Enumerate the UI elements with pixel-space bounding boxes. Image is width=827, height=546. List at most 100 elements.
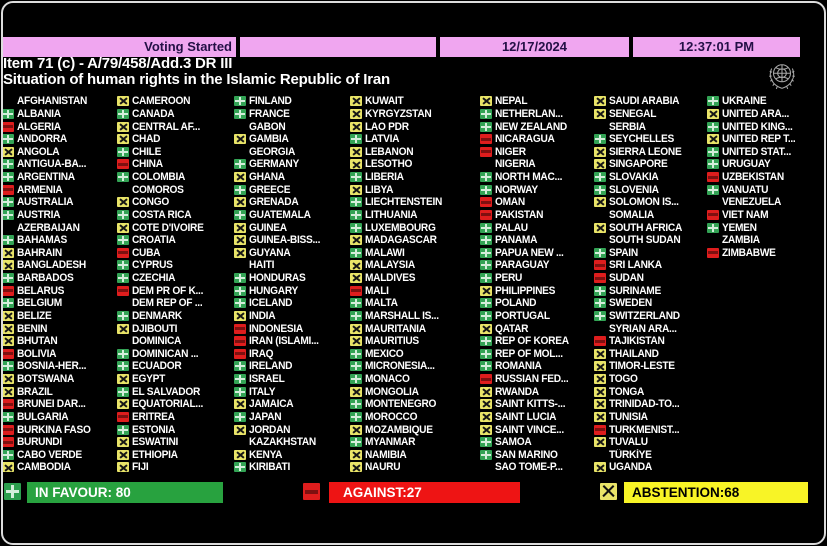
country-row: ZIMBABWE — [707, 247, 825, 260]
country-row: TOGO — [594, 373, 707, 386]
country-name: GERMANY — [249, 158, 299, 171]
against-legend-icon — [303, 483, 320, 500]
country-name: LESOTHO — [365, 158, 413, 171]
vote-absent-placeholder — [234, 147, 246, 157]
country-name: MARSHALL IS... — [365, 309, 439, 322]
country-name: ERITREA — [132, 410, 175, 423]
vote-abstention-icon — [350, 462, 362, 473]
country-row: CAMBODIA — [2, 461, 117, 474]
country-row: PORTUGAL — [480, 310, 594, 323]
country-row: NIGER — [480, 146, 594, 159]
country-name: SWITZERLAND — [609, 309, 680, 322]
country-name: ECUADOR — [132, 360, 182, 373]
country-row: MICRONESIA... — [350, 360, 480, 373]
abstention-total: ABSTENTION:68 — [624, 482, 808, 503]
vote-abstention-icon — [594, 462, 606, 473]
country-row: IRELAND — [234, 360, 350, 373]
country-row: JORDAN — [234, 423, 350, 436]
country-name: SRI LANKA — [609, 259, 662, 272]
country-name: BELARUS — [17, 284, 65, 297]
country-name: TURKMENIST... — [609, 423, 680, 436]
country-name: POLAND — [495, 297, 537, 310]
country-name: URUGUAY — [722, 158, 771, 171]
country-row: JAPAN — [234, 411, 350, 424]
country-row: TONGA — [594, 385, 707, 398]
country-row: BANGLADESH — [2, 259, 117, 272]
country-row: LIECHTENSTEIN — [350, 196, 480, 209]
country-row: ARGENTINA — [2, 171, 117, 184]
vote-absent-placeholder — [480, 462, 492, 472]
vote-in-favour-icon — [350, 374, 362, 385]
vote-against-icon — [707, 209, 719, 220]
country-name: NIGER — [495, 145, 526, 158]
country-name: MAURITIUS — [365, 335, 419, 348]
vote-in-favour-icon — [2, 361, 14, 372]
country-row: ISRAEL — [234, 373, 350, 386]
country-name: KIRIBATI — [249, 461, 291, 474]
country-row: NICARAGUA — [480, 133, 594, 146]
country-row: AUSTRIA — [2, 209, 117, 222]
vote-against-icon — [480, 146, 492, 157]
country-row: PHILIPPINES — [480, 284, 594, 297]
country-row: EGYPT — [117, 373, 234, 386]
country-row: COSTA RICA — [117, 209, 234, 222]
country-name: LUXEMBOURG — [365, 221, 436, 234]
vote-in-favour-icon — [2, 209, 14, 220]
country-name: COSTA RICA — [132, 208, 192, 221]
country-name: BAHRAIN — [17, 246, 62, 259]
country-row: SAUDI ARABIA — [594, 95, 707, 108]
vote-against-icon — [707, 172, 719, 183]
country-row: GHANA — [234, 171, 350, 184]
country-row: ANGOLA — [2, 146, 117, 159]
country-name: ISRAEL — [249, 373, 285, 386]
country-row: EQUATORIAL... — [117, 398, 234, 411]
country-row: LIBERIA — [350, 171, 480, 184]
country-name: SERBIA — [609, 120, 646, 133]
vote-in-favour-icon — [350, 348, 362, 359]
vote-in-favour-icon — [350, 310, 362, 321]
country-name: AFGHANISTAN — [17, 95, 88, 108]
country-row: SWEDEN — [594, 297, 707, 310]
vote-abstention-icon — [234, 172, 246, 183]
country-row: BRAZIL — [2, 385, 117, 398]
country-row: FIJI — [117, 461, 234, 474]
vote-in-favour-icon — [234, 96, 246, 107]
country-row: CYPRUS — [117, 259, 234, 272]
vote-in-favour-icon — [480, 235, 492, 246]
vote-in-favour-icon — [350, 437, 362, 448]
country-name: EL SALVADOR — [132, 385, 201, 398]
country-name: INDONESIA — [249, 322, 303, 335]
vote-abstention-icon — [350, 146, 362, 157]
vote-in-favour-icon — [707, 146, 719, 157]
vote-abstention-icon — [350, 424, 362, 435]
time-display: 12:37:01 PM — [633, 37, 800, 57]
country-name: CHILE — [132, 145, 162, 158]
country-name: LEBANON — [365, 145, 414, 158]
country-name: BHUTAN — [17, 335, 58, 348]
country-row: ESWATINI — [117, 436, 234, 449]
country-row: BOLIVIA — [2, 348, 117, 361]
vote-abstention-icon — [2, 260, 14, 271]
vote-in-favour-icon — [594, 172, 606, 183]
country-row: GERMANY — [234, 158, 350, 171]
country-row: SAINT KITTS-... — [480, 398, 594, 411]
date-display: 12/17/2024 — [440, 37, 629, 57]
country-row: TUVALU — [594, 436, 707, 449]
country-name: REP OF KOREA — [495, 335, 569, 348]
vote-abstention-icon — [2, 336, 14, 347]
voting-status: Voting Started — [2, 37, 236, 57]
vote-column-3: FINLAND FRANCE GABON GAMBIA GEORGIA GERMANY GH… — [234, 95, 350, 475]
country-row: AFGHANISTAN — [2, 95, 117, 108]
country-name: SAINT VINCE... — [495, 423, 564, 436]
country-row: LEBANON — [350, 146, 480, 159]
country-name: BRAZIL — [17, 385, 53, 398]
country-name: MALAWI — [365, 246, 405, 259]
country-row: SPAIN — [594, 247, 707, 260]
vote-in-favour-icon — [2, 159, 14, 170]
country-row: SLOVAKIA — [594, 171, 707, 184]
vote-in-favour-icon — [117, 108, 129, 119]
country-name: SAMOA — [495, 436, 532, 449]
country-row: BAHAMAS — [2, 234, 117, 247]
country-row: CHILE — [117, 146, 234, 159]
